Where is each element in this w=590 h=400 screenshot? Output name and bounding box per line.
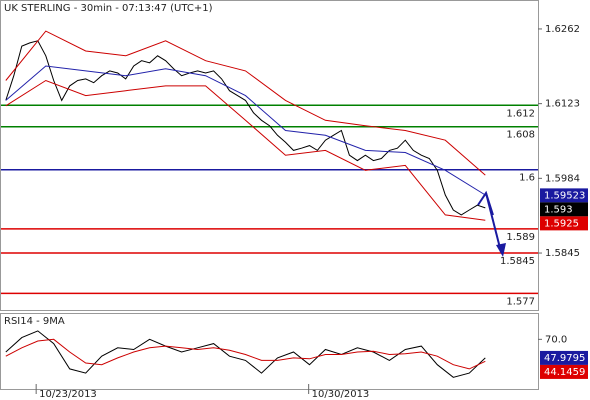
level-label: 1.608 [506,130,535,141]
price-panel [0,0,539,311]
x-tick-label: 10/30/2013 [312,389,370,400]
price-tag [540,364,588,379]
rsi-title: RSI14 - 9MA [4,316,65,327]
plot-layer: 1.6262 1.6123 1.5984 1.5845 10/23/2013 10/30/… [1,24,588,400]
level-label: 1.5845 [500,256,535,267]
series-line [5,65,486,196]
arrow-head [496,243,506,257]
y-tick-label: 1.5845 [545,248,580,259]
price-tag [540,188,588,203]
price-tag-label: 1.5925 [544,218,579,229]
series-line [5,330,486,378]
price-tag-label: 44.1459 [544,367,585,378]
series-line [5,79,486,221]
series-line [5,30,486,176]
y-tick-label: 1.5984 [545,173,580,184]
price-tag [540,202,588,217]
chart-title: UK STERLING - 30min - 07:13:47 (UTC+1) [4,3,213,14]
price-tag-label: 1.59523 [544,190,585,201]
price-tag [540,216,588,231]
y-tick-label: 1.6262 [545,24,580,35]
level-label: 1.612 [506,108,535,119]
rsi-panel [0,313,539,390]
price-tag-label: 47.9795 [544,353,585,364]
price-tag-label: 1.593 [544,204,573,215]
level-label: 1.577 [506,296,535,307]
y-tick-label: 70.0 [545,334,567,345]
x-tick-label: 10/23/2013 [39,389,97,400]
y-tick-label: 1.6123 [545,99,580,110]
series-line [5,40,486,216]
title-bg [2,1,202,15]
forecast-arrow-down [485,192,502,253]
price-tag [540,350,588,365]
series-line [5,338,486,370]
level-label: 1.6 [519,173,535,184]
level-label: 1.589 [506,232,535,243]
